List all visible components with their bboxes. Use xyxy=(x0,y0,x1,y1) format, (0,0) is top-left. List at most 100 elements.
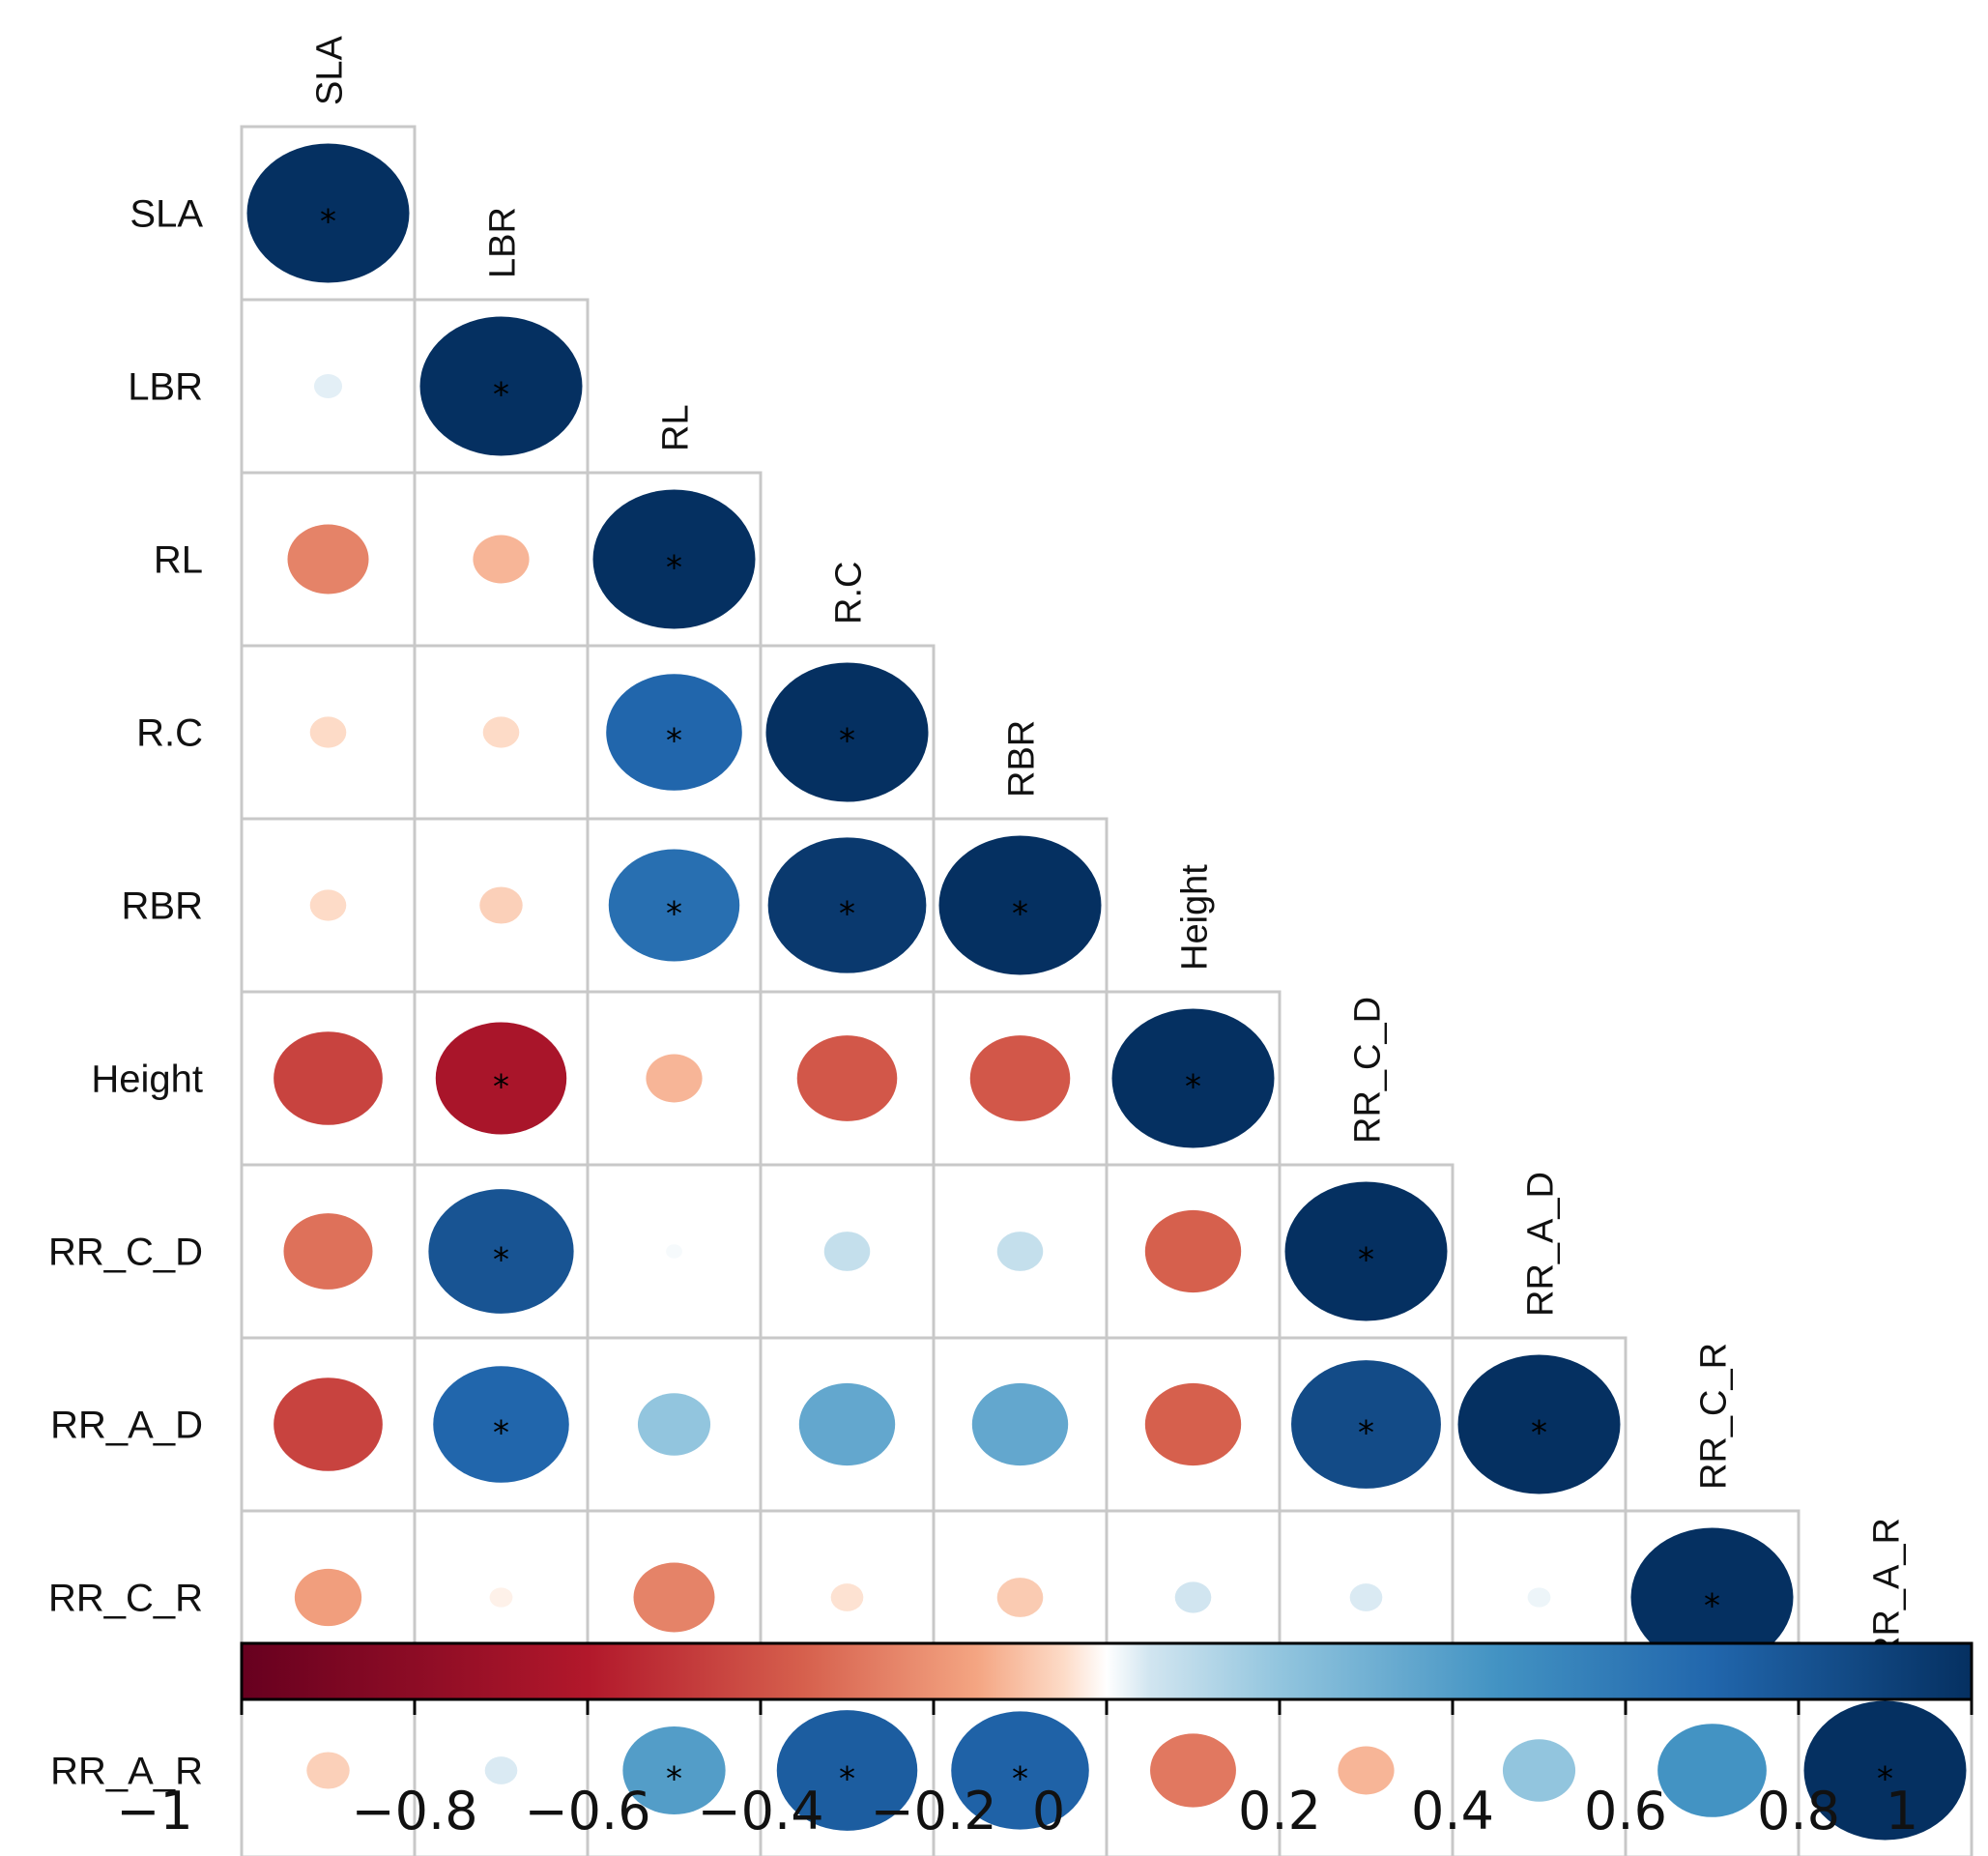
col-label-Height: Height xyxy=(1175,864,1216,971)
row-label-RL: RL xyxy=(154,539,203,582)
circle-RR_C_R-RR_A_D xyxy=(1527,1587,1551,1608)
significance-star: * xyxy=(493,1414,509,1453)
circle-RR_A_R-R.C xyxy=(776,1710,918,1831)
circle-SLA-SLA xyxy=(246,143,410,283)
significance-star: * xyxy=(320,203,336,242)
cell-RR_C_D-SLA xyxy=(240,1163,417,1340)
col-label-R.C: R.C xyxy=(829,562,870,624)
row-label-RR_A_R: RR_A_R xyxy=(50,1751,203,1793)
col-label-RR_C_D: RR_C_D xyxy=(1348,997,1389,1144)
circle-RR_A_R-RR_A_R xyxy=(1803,1700,1967,1841)
circle-RBR-RL xyxy=(608,849,740,962)
circle-RR_A_R-Height xyxy=(1150,1733,1236,1808)
colorbar-tick-label: 0.4 xyxy=(1411,1781,1494,1842)
significance-star: * xyxy=(1531,1414,1547,1453)
circle-RR_A_D-R.C xyxy=(798,1382,896,1466)
row-label-RR_A_D: RR_A_D xyxy=(50,1405,203,1447)
col-label-RR_A_D: RR_A_D xyxy=(1521,1172,1562,1317)
circle-R.C-LBR xyxy=(482,716,520,748)
colorbar-tick-label: −0.6 xyxy=(524,1781,650,1842)
colorbar: −1 −0.8 −0.6 −0.4 −0.2 0 0.2 0.4 0.6 0.8 1 xyxy=(116,1641,1974,1842)
significance-star: * xyxy=(1358,1241,1374,1280)
significance-star: * xyxy=(839,895,855,934)
circle-RR_C_D-RBR xyxy=(996,1232,1044,1271)
colorbar-tick-label: −1 xyxy=(116,1781,193,1842)
circle-RR_A_D-Height xyxy=(1144,1382,1242,1466)
circle-RBR-SLA xyxy=(309,889,347,921)
label-layer: SLA SLA LBR LBR RL RL R.C R.C RBR RBR Height Height… xyxy=(48,36,1908,1793)
significance-star: * xyxy=(493,1241,509,1280)
circle-RR_C_R-RR_C_R xyxy=(1630,1527,1794,1668)
col-label-SLA: SLA xyxy=(310,36,351,105)
col-label-LBR: LBR xyxy=(483,207,524,278)
col-label-RR_C_R: RR_C_R xyxy=(1694,1343,1735,1490)
circle-Height-LBR xyxy=(435,1022,567,1135)
significance-star: * xyxy=(1704,1587,1720,1626)
row-label-RR_C_D: RR_C_D xyxy=(48,1232,203,1274)
row-label-SLA: SLA xyxy=(130,193,203,236)
significance-star: * xyxy=(666,549,682,588)
significance-star: * xyxy=(1877,1760,1893,1799)
col-label-RBR: RBR xyxy=(1002,720,1043,798)
circle-RL-LBR xyxy=(473,535,530,584)
circle-RR_C_R-RL xyxy=(633,1562,715,1633)
row-label-Height: Height xyxy=(91,1058,203,1101)
row-label-RR_C_R: RR_C_R xyxy=(48,1578,203,1620)
circle-layer: * * * * * * * * * * * * * * * * * * * * xyxy=(246,143,1967,1841)
circle-RR_A_D-SLA xyxy=(274,1378,383,1471)
circle-RR_C_R-Height xyxy=(1174,1581,1212,1613)
circle-RR_A_D-RL xyxy=(637,1393,711,1456)
circle-RR_C_D-R.C xyxy=(823,1232,871,1271)
circle-R.C-SLA xyxy=(309,716,347,748)
significance-star: * xyxy=(839,722,855,761)
circle-RR_C_D-RR_C_D xyxy=(1284,1181,1448,1321)
significance-star: * xyxy=(493,1068,509,1107)
circle-RBR-R.C xyxy=(767,837,927,973)
circle-RR_C_D-LBR xyxy=(428,1189,574,1314)
circle-R.C-R.C xyxy=(765,662,929,802)
circle-RR_C_D-SLA xyxy=(283,1213,373,1290)
circle-Height-SLA xyxy=(274,1031,383,1125)
circle-RL-RL xyxy=(592,489,756,629)
circle-RR_A_R-RR_C_D xyxy=(1338,1746,1395,1795)
circle-RR_A_R-RR_A_D xyxy=(1502,1739,1576,1802)
circle-RR_A_R-SLA xyxy=(306,1752,350,1789)
colorbar-tick-label: −0.2 xyxy=(870,1781,996,1842)
colorbar-gradient xyxy=(240,1641,1974,1701)
significance-star: * xyxy=(666,722,682,761)
circle-RR_A_R-RR_C_R xyxy=(1657,1724,1767,1817)
row-label-LBR: LBR xyxy=(128,366,203,409)
circle-RR_C_D-Height xyxy=(1144,1209,1242,1293)
circle-RBR-RBR xyxy=(938,835,1102,975)
significance-star: * xyxy=(493,376,509,415)
significance-star: * xyxy=(666,1760,682,1799)
row-label-RBR: RBR xyxy=(122,885,203,928)
row-label-R.C: R.C xyxy=(136,712,203,755)
significance-star: * xyxy=(666,895,682,934)
col-label-RR_A_R: RR_A_R xyxy=(1867,1518,1908,1663)
significance-star: * xyxy=(1185,1068,1201,1107)
circle-Height-R.C xyxy=(796,1035,898,1121)
circle-RR_A_D-RBR xyxy=(971,1382,1069,1466)
circle-R.C-RL xyxy=(606,674,742,791)
cell-R.C-LBR xyxy=(413,644,590,821)
circle-RBR-LBR xyxy=(479,886,523,924)
circle-LBR-SLA xyxy=(313,374,343,398)
circle-Height-Height xyxy=(1111,1008,1275,1148)
colorbar-tick-label: −0.8 xyxy=(351,1781,477,1842)
circle-Height-RL xyxy=(646,1054,703,1103)
circle-RR_A_D-LBR xyxy=(433,1366,569,1483)
colorbar-tick-label: −0.4 xyxy=(697,1781,823,1842)
circle-Height-RBR xyxy=(969,1035,1071,1121)
circle-RR_A_D-RR_C_D xyxy=(1291,1360,1441,1489)
circle-RR_A_R-RBR xyxy=(951,1711,1089,1830)
circle-RR_C_D-RL xyxy=(666,1244,682,1259)
colorbar-tick-label: 0.6 xyxy=(1584,1781,1667,1842)
circle-RR_C_R-RR_C_D xyxy=(1349,1583,1383,1611)
circle-RR_C_R-RBR xyxy=(996,1578,1044,1617)
circle-RR_A_D-RR_A_D xyxy=(1457,1354,1621,1494)
significance-star: * xyxy=(839,1760,855,1799)
colorbar-tick-label: 1 xyxy=(1886,1781,1918,1842)
significance-star: * xyxy=(1012,1760,1028,1799)
